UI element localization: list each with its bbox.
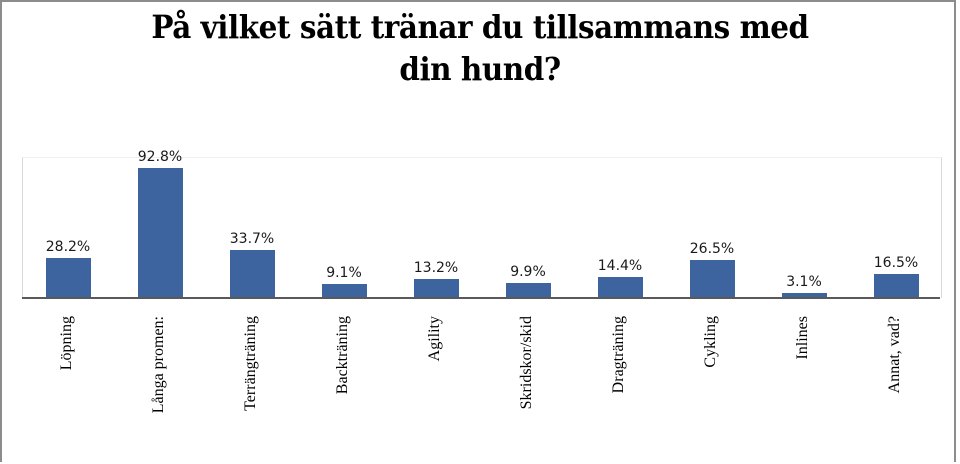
bar bbox=[597, 277, 643, 297]
bar bbox=[689, 260, 735, 297]
x-tick-label: Cykling bbox=[702, 316, 719, 368]
x-tick-label: Dragträning bbox=[610, 316, 627, 394]
x-tick-label: Långa promen: bbox=[150, 316, 167, 414]
x-tick-label: Agility bbox=[426, 316, 443, 362]
data-label: 13.2% bbox=[413, 260, 459, 276]
data-label: 28.2% bbox=[45, 239, 91, 255]
x-tick-label: Löpning bbox=[58, 316, 75, 371]
data-label: 14.4% bbox=[597, 258, 643, 274]
title-line-1: På vilket sätt tränar du tillsammans med bbox=[151, 8, 809, 46]
x-tick-label: Annat, vad? bbox=[886, 316, 903, 394]
bar bbox=[137, 168, 183, 297]
title-line-2: din hund? bbox=[399, 50, 561, 88]
x-tick-label: Terrängträning bbox=[242, 316, 259, 411]
x-tick-label: Backträning bbox=[334, 316, 351, 395]
x-tick-label: Skridskor/skid bbox=[518, 316, 535, 410]
bar bbox=[505, 283, 551, 297]
data-label: 26.5% bbox=[689, 241, 735, 257]
x-tick-label: Inlines bbox=[794, 316, 811, 360]
data-label: 9.1% bbox=[326, 265, 362, 281]
bar bbox=[413, 279, 459, 297]
data-label: 3.1% bbox=[786, 274, 822, 290]
data-label: 92.8% bbox=[137, 149, 183, 165]
bar bbox=[321, 284, 367, 297]
plot-area bbox=[22, 157, 942, 298]
bar bbox=[781, 293, 827, 297]
chart-title: På vilket sätt tränar du tillsammans med… bbox=[38, 6, 921, 90]
data-label: 16.5% bbox=[873, 255, 919, 271]
data-label: 9.9% bbox=[510, 264, 546, 280]
bar bbox=[873, 274, 919, 297]
bar bbox=[45, 258, 91, 297]
bar bbox=[229, 250, 275, 297]
data-label: 33.7% bbox=[229, 231, 275, 247]
x-axis-line bbox=[22, 297, 940, 299]
